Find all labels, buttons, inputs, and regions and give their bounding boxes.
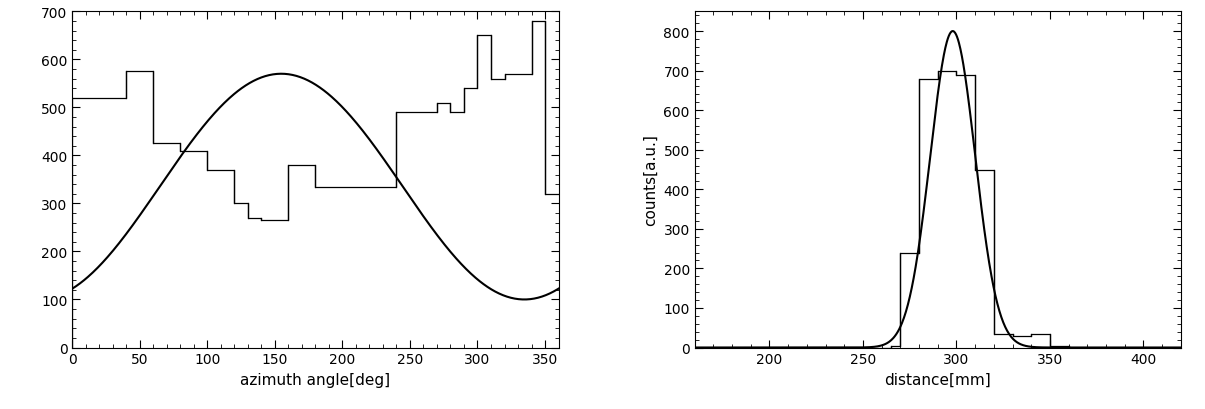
Y-axis label: counts[a.u.]: counts[a.u.] [643, 134, 658, 226]
X-axis label: distance[mm]: distance[mm] [884, 372, 992, 387]
X-axis label: azimuth angle[deg]: azimuth angle[deg] [240, 372, 390, 387]
